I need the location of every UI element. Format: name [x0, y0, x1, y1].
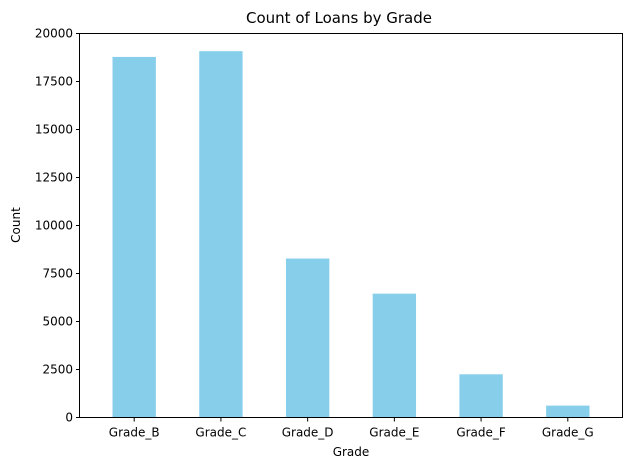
bar-grade-f: [459, 374, 503, 418]
y-tick-label: 15000: [35, 123, 73, 137]
bar-grade-b: [112, 56, 156, 418]
x-axis: Grade_B Grade_C Grade_D Grade_E Grade_F Grade…: [109, 417, 594, 440]
x-tick-label: Grade_F: [456, 426, 506, 440]
y-tick-label: 17500: [35, 75, 73, 89]
y-tick-label: 5000: [42, 315, 73, 329]
plot-frame: [79, 33, 623, 418]
y-axis-label: Count: [9, 207, 23, 243]
bar-grade-e: [372, 293, 417, 418]
y-tick-label: 20000: [35, 27, 73, 41]
y-tick-label: 2500: [42, 363, 73, 377]
y-axis: 0 2500 5000 7500 10000 12500 15000 17500 20000: [35, 27, 80, 425]
x-axis-label: Grade: [333, 445, 370, 459]
x-tick-label: Grade_B: [109, 426, 160, 440]
bar-grade-c: [199, 51, 243, 418]
chart-title: Count of Loans by Grade: [246, 9, 432, 27]
y-tick-label: 12500: [35, 171, 73, 185]
x-tick-label: Grade_E: [369, 426, 419, 440]
bar-grade-g: [546, 405, 590, 418]
x-tick-label: Grade_G: [542, 426, 594, 440]
x-tick-label: Grade_D: [282, 426, 334, 440]
y-tick-label: 10000: [35, 219, 73, 233]
y-tick-label: 7500: [42, 267, 73, 281]
bars-group: [112, 51, 590, 418]
bar-grade-d: [285, 258, 330, 418]
y-tick-label: 0: [65, 411, 73, 425]
x-tick-label: Grade_C: [195, 426, 246, 440]
